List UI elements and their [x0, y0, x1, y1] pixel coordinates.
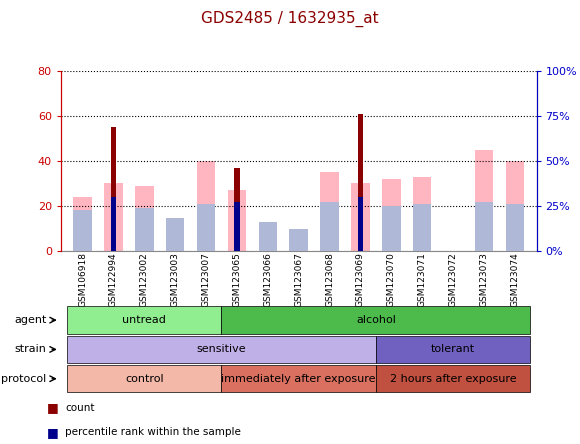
Text: protocol: protocol	[1, 374, 46, 384]
Bar	[320, 172, 339, 251]
Text: 2 hours after exposure: 2 hours after exposure	[390, 374, 516, 384]
Text: immediately after exposure: immediately after exposure	[222, 374, 376, 384]
Bar	[259, 228, 277, 251]
Text: tolerant: tolerant	[431, 345, 475, 354]
Bar	[234, 168, 240, 251]
Bar	[104, 183, 122, 251]
Bar	[166, 218, 184, 251]
Text: strain: strain	[14, 345, 46, 354]
Bar	[382, 179, 401, 251]
Text: percentile rank within the sample: percentile rank within the sample	[65, 428, 241, 437]
Bar	[73, 210, 92, 251]
Bar	[475, 150, 493, 251]
Bar	[135, 186, 154, 251]
Bar	[506, 161, 524, 251]
Text: ■: ■	[46, 426, 58, 439]
Bar	[289, 240, 308, 251]
Text: GDS2485 / 1632935_at: GDS2485 / 1632935_at	[201, 11, 379, 27]
Text: sensitive: sensitive	[197, 345, 246, 354]
Bar	[259, 222, 277, 251]
Bar	[413, 204, 432, 251]
Bar	[289, 229, 308, 251]
Bar	[351, 183, 369, 251]
Bar	[111, 127, 116, 251]
Bar	[234, 202, 240, 251]
Text: ■: ■	[46, 401, 58, 415]
Bar	[382, 206, 401, 251]
Bar	[197, 204, 215, 251]
Bar	[358, 197, 363, 251]
Bar	[111, 197, 116, 251]
Bar	[413, 177, 432, 251]
Bar	[197, 161, 215, 251]
Text: count: count	[65, 403, 95, 413]
Bar	[73, 197, 92, 251]
Bar	[358, 114, 363, 251]
Bar	[506, 204, 524, 251]
Bar	[228, 190, 246, 251]
Text: control: control	[125, 374, 164, 384]
Bar	[320, 202, 339, 251]
Text: untread: untread	[122, 315, 166, 325]
Text: alcohol: alcohol	[356, 315, 396, 325]
Text: agent: agent	[14, 315, 46, 325]
Bar	[135, 208, 154, 251]
Bar	[475, 202, 493, 251]
